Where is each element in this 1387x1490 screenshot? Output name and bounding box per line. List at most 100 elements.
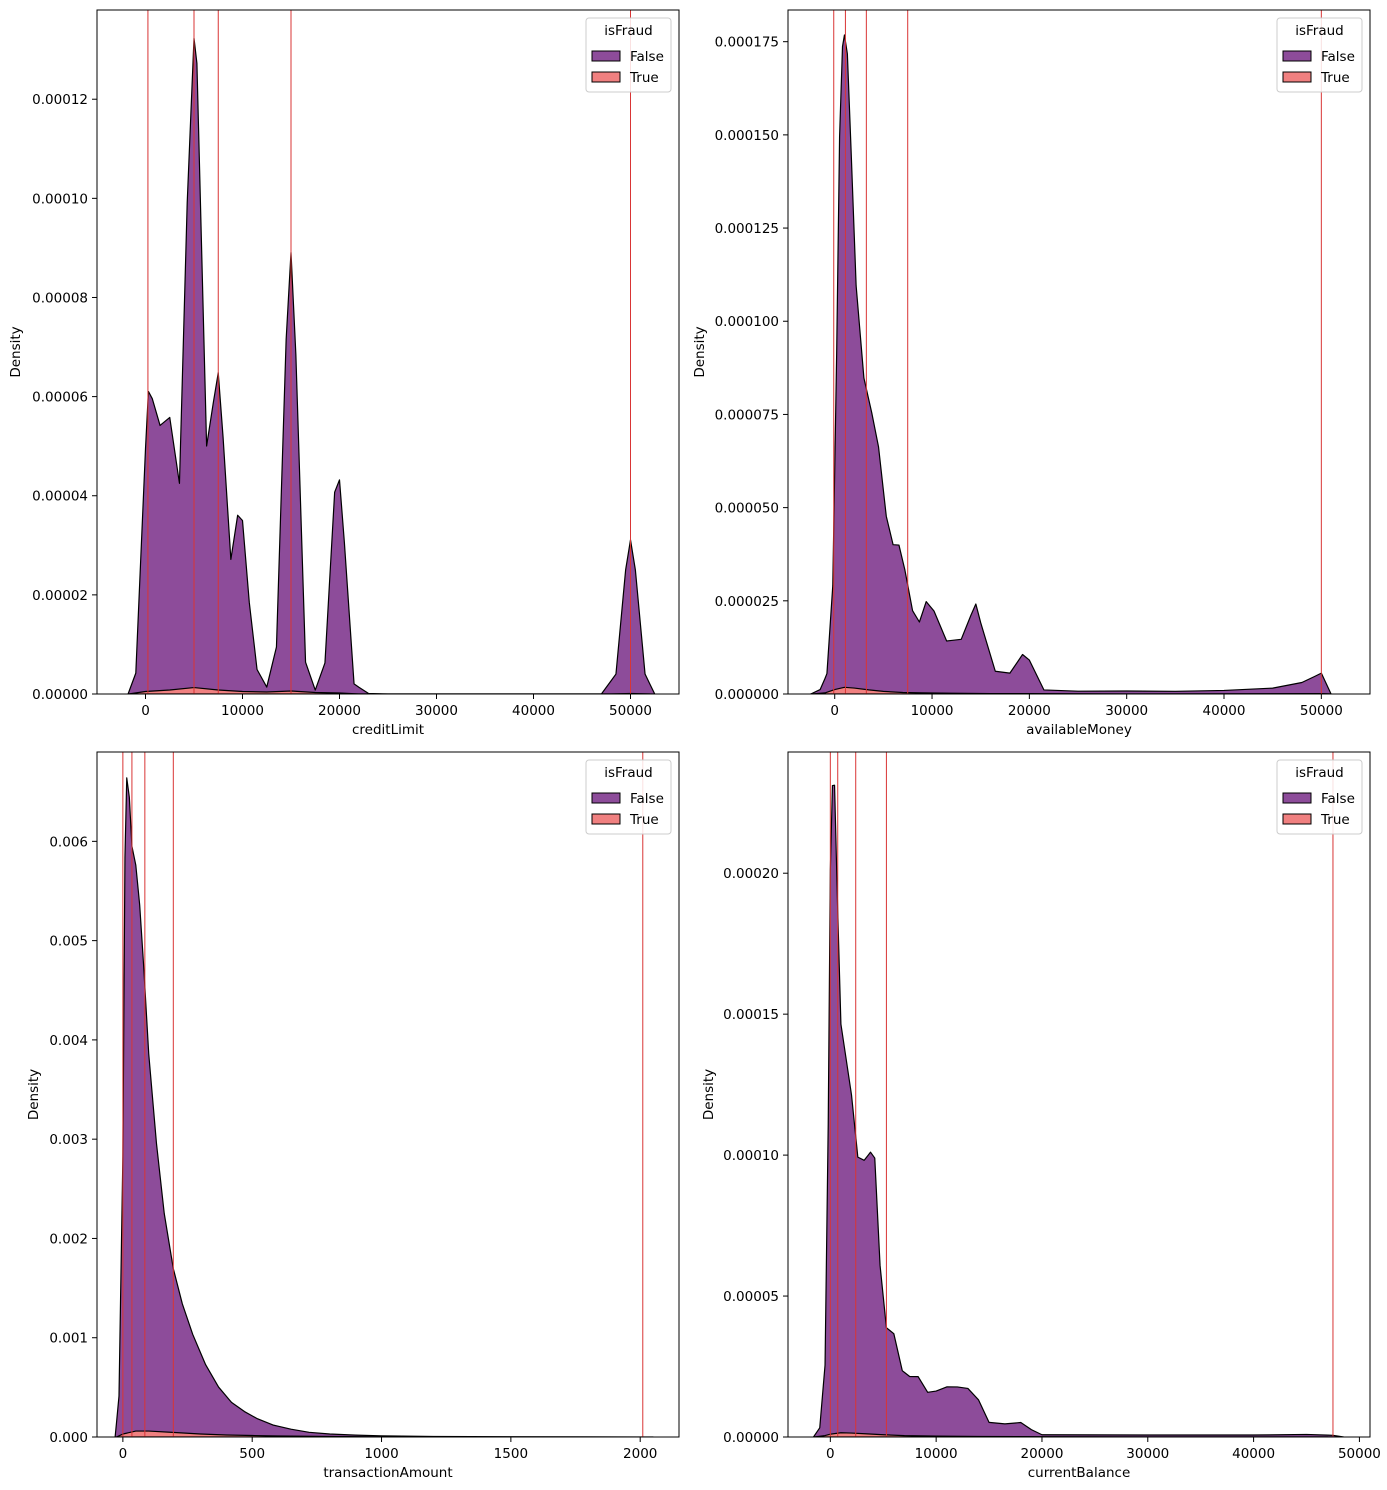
x-tick-label: 50000 [1338, 1446, 1381, 1462]
x-axis-label: currentBalance [1028, 1465, 1131, 1481]
axes-frame [787, 751, 1371, 1438]
axes-frame [96, 751, 680, 1438]
legend: isFraud False True [1276, 759, 1363, 835]
x-tick-label: 50000 [609, 703, 652, 719]
x-tick-label: 40000 [512, 703, 555, 719]
x-tick-label: 1000 [364, 1446, 398, 1462]
series-true-area [127, 686, 651, 694]
y-tick-label: 0.000125 [715, 221, 779, 237]
legend-swatch-false [1282, 792, 1312, 804]
y-axis-label: Density [701, 1069, 717, 1120]
y-tick-label: 0.000050 [715, 501, 779, 517]
y-tick-label: 0.00010 [32, 191, 88, 207]
x-tick-label: 0 [830, 703, 839, 719]
axes-frame [96, 9, 680, 695]
y-axis-label: Density [26, 1069, 42, 1120]
y-tick-label: 0.000025 [715, 594, 779, 610]
y-tick-label: 0.00000 [723, 1430, 779, 1446]
chart-panel-2: 0 10000 20000 30000 40000 50000 0.000000 0.0000… [692, 9, 1371, 738]
x-tick-label: 10000 [221, 703, 264, 719]
x-axis-label: transactionAmount [323, 1465, 452, 1481]
y-tick-label: 0.00005 [723, 1289, 779, 1305]
y-tick-label: 0.000075 [715, 407, 779, 423]
legend-swatch-true [1282, 71, 1312, 83]
legend-label-true: True [629, 70, 659, 86]
chart-panel-3: 0 500 1000 1500 2000 0.000 0.001 0.002 0.003 0.00… [26, 751, 680, 1481]
y-axis-label: Density [8, 326, 24, 377]
x-tick-label: 0 [826, 1446, 835, 1462]
y-tick-label: 0.001 [49, 1331, 88, 1347]
x-tick-label: 20000 [1008, 703, 1051, 719]
legend-label-true: True [1320, 70, 1350, 86]
y-tick-label: 0.000175 [715, 35, 779, 51]
x-tick-label: 0 [119, 1446, 128, 1462]
legend: isFraud False True [585, 17, 672, 93]
legend: isFraud False True [1276, 17, 1363, 93]
x-tick-label: 30000 [1105, 703, 1148, 719]
legend-swatch-false [591, 50, 621, 62]
y-tick-label: 0.000150 [715, 128, 779, 144]
y-tick-label: 0.00000 [32, 687, 88, 703]
legend: isFraud False True [585, 759, 672, 835]
x-tick-label: 30000 [1126, 1446, 1169, 1462]
axes-frame [787, 9, 1371, 695]
x-tick-label: 50000 [1300, 703, 1343, 719]
y-tick-label: 0.00012 [32, 92, 88, 108]
legend-swatch-false [591, 792, 621, 804]
y-tick-label: 0.004 [49, 1033, 88, 1049]
y-tick-label: 0.00020 [723, 866, 779, 882]
x-tick-label: 20000 [1020, 1446, 1063, 1462]
legend-label-true: True [1320, 812, 1350, 828]
legend-title: isFraud [1295, 23, 1344, 39]
y-axis-label: Density [692, 326, 708, 377]
legend-swatch-true [591, 813, 621, 825]
series-false-area [127, 37, 656, 694]
y-tick-label: 0.005 [49, 934, 88, 950]
y-tick-label: 0.00008 [32, 290, 88, 306]
chart-panel-1: 0 10000 20000 30000 40000 50000 0.00000 0.00002… [8, 9, 680, 738]
x-tick-label: 20000 [318, 703, 361, 719]
legend-title: isFraud [604, 23, 653, 39]
series-false-area [809, 34, 1332, 694]
x-tick-label: 500 [239, 1446, 265, 1462]
y-tick-label: 0.003 [49, 1132, 88, 1148]
legend-label-false: False [1321, 49, 1355, 65]
plot-area [114, 752, 654, 1437]
y-tick-label: 0.000100 [715, 314, 779, 330]
series-false-area [114, 777, 654, 1437]
y-tick-label: 0.00002 [32, 588, 88, 604]
legend-label-false: False [630, 49, 664, 65]
legend-swatch-true [1282, 813, 1312, 825]
legend-swatch-false [1282, 50, 1312, 62]
x-tick-label: 40000 [1203, 703, 1246, 719]
plot-area [812, 752, 1345, 1437]
x-tick-label: 2000 [623, 1446, 657, 1462]
x-tick-label: 10000 [915, 1446, 958, 1462]
x-tick-label: 40000 [1232, 1446, 1275, 1462]
plot-area [127, 10, 656, 694]
x-axis-label: availableMoney [1026, 722, 1132, 738]
legend-label-true: True [629, 812, 659, 828]
y-tick-label: 0.000000 [715, 687, 779, 703]
y-tick-label: 0.00015 [723, 1007, 779, 1023]
y-tick-label: 0.002 [49, 1231, 88, 1247]
x-axis-label: creditLimit [352, 722, 424, 738]
legend-label-false: False [1321, 791, 1355, 807]
x-tick-label: 30000 [415, 703, 458, 719]
y-tick-label: 0.00006 [32, 390, 88, 406]
y-tick-label: 0.006 [49, 834, 88, 850]
y-tick-label: 0.000 [49, 1430, 88, 1446]
x-tick-label: 0 [141, 703, 150, 719]
legend-label-false: False [630, 791, 664, 807]
y-tick-label: 0.00010 [723, 1148, 779, 1164]
x-tick-label: 1500 [494, 1446, 528, 1462]
x-tick-label: 10000 [911, 703, 954, 719]
plot-area [809, 10, 1332, 694]
legend-title: isFraud [1295, 765, 1344, 781]
legend-swatch-true [591, 71, 621, 83]
y-tick-label: 0.00004 [32, 489, 88, 505]
series-false-area [812, 784, 1345, 1437]
legend-title: isFraud [604, 765, 653, 781]
chart-panel-4: 0 10000 20000 30000 40000 50000 0.00000 0.00005… [701, 751, 1381, 1481]
